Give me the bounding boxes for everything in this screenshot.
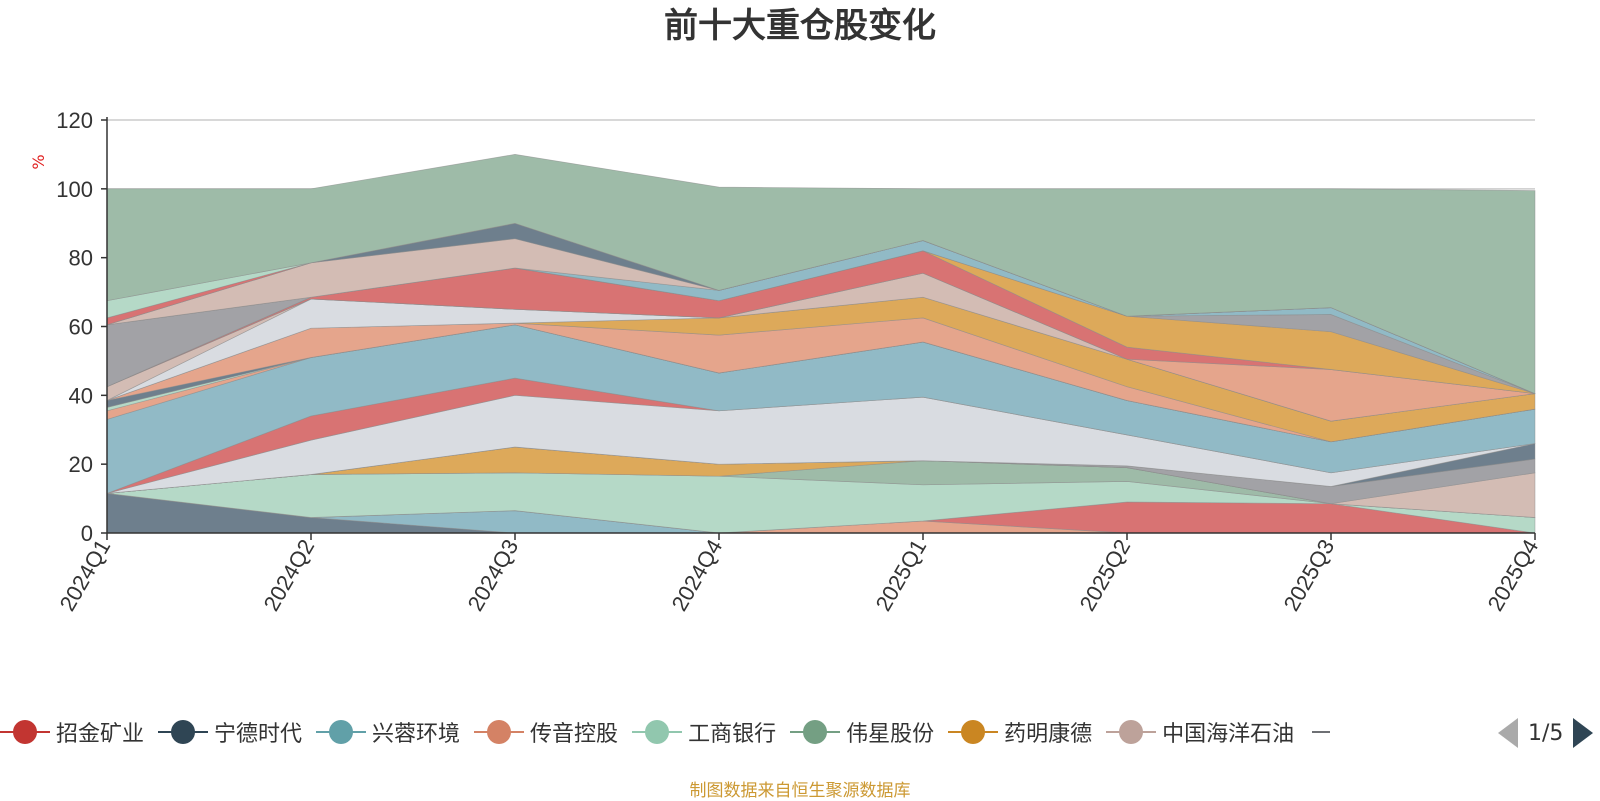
legend-swatch-icon xyxy=(790,719,841,745)
legend-item[interactable]: 工商银行 xyxy=(632,716,776,748)
data-source-note: 制图数据来自恒生聚源数据库 xyxy=(689,781,911,801)
chart-title: 前十大重仓股变化 xyxy=(664,6,936,46)
legend-swatch-icon xyxy=(474,719,525,745)
legend-label: 伟星股份 xyxy=(846,722,935,747)
legend-label: 药明康德 xyxy=(1004,722,1093,747)
x-tick-label: 2024Q4 xyxy=(667,535,728,615)
legend-item[interactable]: 药明康德 xyxy=(948,716,1092,748)
y-tick-label: 0 xyxy=(81,521,93,546)
chart-area: 0 20 40 60 80 100 120 2024Q1 2024Q2 2024Q3 2024Q4 2… xyxy=(29,108,1544,615)
legend-item[interactable]: 宁德时代 xyxy=(158,716,302,748)
legend-swatch-icon xyxy=(1106,719,1157,745)
y-tick-label: 120 xyxy=(56,108,93,133)
legend-item[interactable]: 中国海洋石油 xyxy=(1106,716,1294,748)
legend-pager: 1/5 xyxy=(1498,718,1594,748)
legend-label: 招金矿业 xyxy=(56,722,145,747)
legend-label: 工商银行 xyxy=(688,722,777,747)
x-tick-label: 2025Q1 xyxy=(871,535,932,615)
legend-next-page-button[interactable] xyxy=(1573,718,1594,748)
x-tick-label: 2024Q2 xyxy=(259,535,320,615)
x-tick-label: 2025Q3 xyxy=(1279,535,1340,615)
y-axis-unit-label: % xyxy=(29,154,48,169)
legend-swatch-icon xyxy=(158,719,209,745)
x-tick-label: 2024Q3 xyxy=(463,535,524,615)
legend-swatch-icon xyxy=(632,719,683,745)
y-tick-label: 20 xyxy=(69,452,93,477)
legend-item[interactable]: 招金矿业 xyxy=(0,716,144,748)
legend-swatch-icon xyxy=(316,719,367,745)
x-tick-label: 2025Q2 xyxy=(1075,535,1136,615)
legend-prev-page-button[interactable] xyxy=(1498,718,1518,748)
stacked-areas xyxy=(106,154,1536,534)
x-tick-label: 2025Q4 xyxy=(1483,535,1544,615)
legend-label: 宁德时代 xyxy=(214,722,303,747)
legend-swatch-icon xyxy=(948,719,999,745)
y-tick-label: 40 xyxy=(69,383,93,408)
legend-item[interactable]: 传音控股 xyxy=(474,716,618,748)
legend-page-indicator: 1/5 xyxy=(1528,720,1564,746)
y-tick-label: 100 xyxy=(56,177,93,202)
legend-label: 兴蓉环境 xyxy=(372,722,461,747)
legend-item[interactable]: 兴蓉环境 xyxy=(316,716,460,748)
legend-swatch-icon xyxy=(0,719,50,745)
legend-label: 中国海洋石油 xyxy=(1162,722,1295,747)
legend-overflow-swatch-icon xyxy=(1312,719,1331,745)
legend-label: 传音控股 xyxy=(530,722,619,747)
y-tick-label: 60 xyxy=(69,315,93,340)
x-tick-label: 2024Q1 xyxy=(55,535,116,615)
legend: 招金矿业 宁德时代 兴蓉环境 传音控股 工商银行 伟星股份 药明康德 中国海洋石油 xyxy=(0,708,1600,756)
area-series[interactable] xyxy=(106,154,1536,395)
legend-item[interactable]: 伟星股份 xyxy=(790,716,934,748)
y-tick-label: 80 xyxy=(69,246,93,271)
